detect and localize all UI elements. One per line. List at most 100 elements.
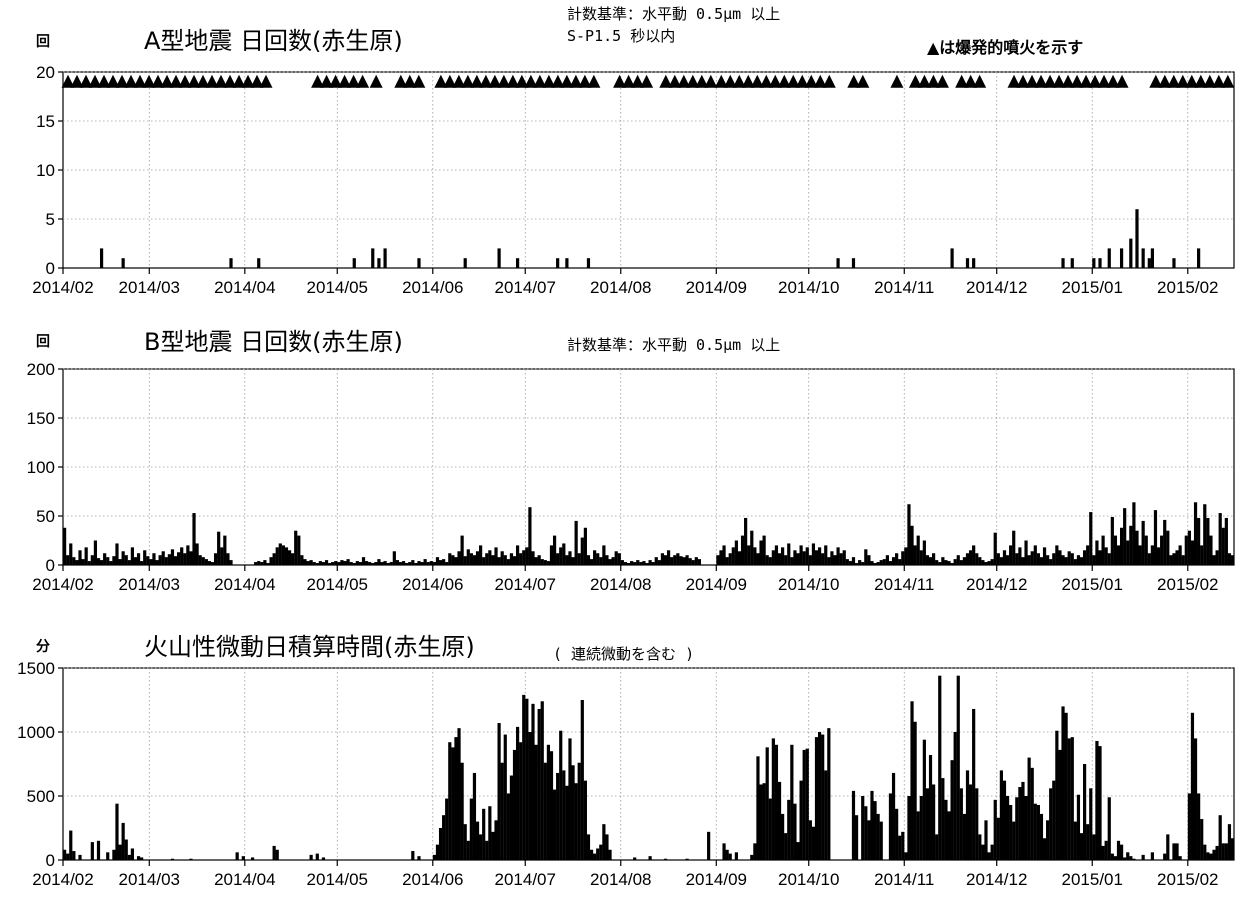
panel-b-bar [395,560,400,565]
eruption-triangle [935,74,949,88]
panel-c-bar [321,857,326,860]
panel-c-ytick-label: 500 [27,787,55,806]
panel-c-bar [854,815,859,860]
panel-b-bar [734,540,738,565]
panel-c-xtick-label: 2014/07 [495,870,556,889]
panel-b-bar [472,555,477,565]
panel-c-bar [482,808,486,860]
panel-a-plot: 0 5 10 15 20 2014/02 2014/03 2014/04 2014/05 2014… [32,63,1235,297]
panel-c-bar [140,857,144,860]
panel-b-ytick-label: 100 [27,458,55,477]
panel-c-bar [1098,746,1102,860]
panel-c-bar [577,762,581,860]
panel-b-bar [340,560,344,565]
panel-b-bar [457,551,461,565]
panel-b-bar [405,563,409,565]
panel-c-bar [309,854,313,860]
panel-a-xtick-label: 2014/11 [874,278,934,297]
panel-c-bar [648,856,652,860]
eruption-triangle [115,74,129,88]
panel-b-bar [371,563,375,565]
panel-c-bar [593,853,597,860]
panel-b-bar [796,553,800,565]
panel-b-bar [596,553,600,565]
panel-b-bar [1027,555,1031,565]
eruption-triangle [1025,74,1039,88]
panel-c-bar [922,739,926,860]
panel-c-bar [968,784,973,860]
panel-b-bar [756,553,760,565]
panel-b-bar [1005,555,1010,565]
panel-c-bar [824,770,828,860]
panel-c-bar [448,742,452,860]
panel-c-bar [63,849,67,860]
panel-b-bar [291,553,295,565]
panel-b-bar [1073,559,1077,565]
eruption-triangle [804,74,818,88]
panel-b-bar [491,555,495,565]
panel-c-bar [1197,793,1201,860]
panel-b-bar [442,559,446,565]
panel-c-bar [497,723,501,860]
panel-a-bar [1092,258,1096,268]
panel-c-bar [537,708,541,860]
panel-b-bar [633,562,637,565]
panel-b-bar [1141,520,1145,565]
panel-b-bar [682,557,686,565]
panel-c-bar [562,770,566,860]
panel-b-bar [537,555,541,565]
panel-b-bar [115,543,119,565]
panel-b-bar [817,547,822,565]
panel-b-bar [916,535,920,565]
panel-a-ytick-label: 15 [36,112,55,131]
panel-b-bar [938,562,942,565]
panel-c-bar [525,698,529,860]
panel-b-bar [673,555,677,565]
panel-b-bar [1033,545,1037,565]
panel-b-bar [300,555,304,565]
panel-b-xtick-label: 2014/07 [495,575,556,594]
panel-b-bar [839,553,843,565]
panel-c-bar [935,834,939,860]
panel-b-bar [475,551,480,565]
panel-b-bar [309,560,313,565]
eruption-legend-note: ▲は爆発的噴火を示す [927,38,1083,57]
panel-b-bar [1076,555,1081,565]
panel-c-title: 火山性微動日積算時間(赤生原) [144,633,475,661]
panel-c-bar [685,858,689,860]
eruption-triangle [1106,74,1120,88]
panel-b-bar [571,557,575,565]
panel-c-bar [605,834,609,860]
panel-b-bar [1024,540,1028,565]
panel-b-bar [645,563,649,565]
eruption-triangle [659,74,673,88]
panel-b-bar [272,553,276,565]
panel-b-bar [851,557,856,565]
eruption-triangle [578,74,592,88]
eruption-triangle [1149,74,1163,88]
panel-c-bar [1172,843,1176,860]
panel-b-bar [423,559,427,565]
panel-b-plot: 0 50 100 150 200 2014/02 2014/03 2014/04 2014/05… [27,360,1235,594]
panel-c-bar [972,708,976,860]
panel-c-plot: 0 500 1000 1500 2014/02 2014/03 2014/04 2014/05… [17,659,1235,889]
panel-c-bar [1175,843,1179,860]
panel-c-bar [870,790,874,860]
eruption-triangle [232,74,246,88]
panel-c-bar [895,808,899,860]
panel-c-bar [1052,780,1056,860]
panel-b-xtick-label: 2014/08 [590,575,651,594]
panel-b-bar [1012,530,1016,565]
panel-c-bar [1018,787,1022,860]
panel-b-bar [223,535,227,565]
panel-b-bar [873,563,877,565]
panel-b-bar [143,550,147,565]
eruption-triangle [560,74,574,88]
panel-b-bar [1184,535,1188,565]
panel-b-bar [1058,550,1062,565]
panel-b-bar [121,551,125,565]
panel-b-bar [919,550,923,565]
panel-b-bar [984,562,988,565]
panel-b-bar [830,551,834,565]
panel-c-bar [962,813,967,860]
